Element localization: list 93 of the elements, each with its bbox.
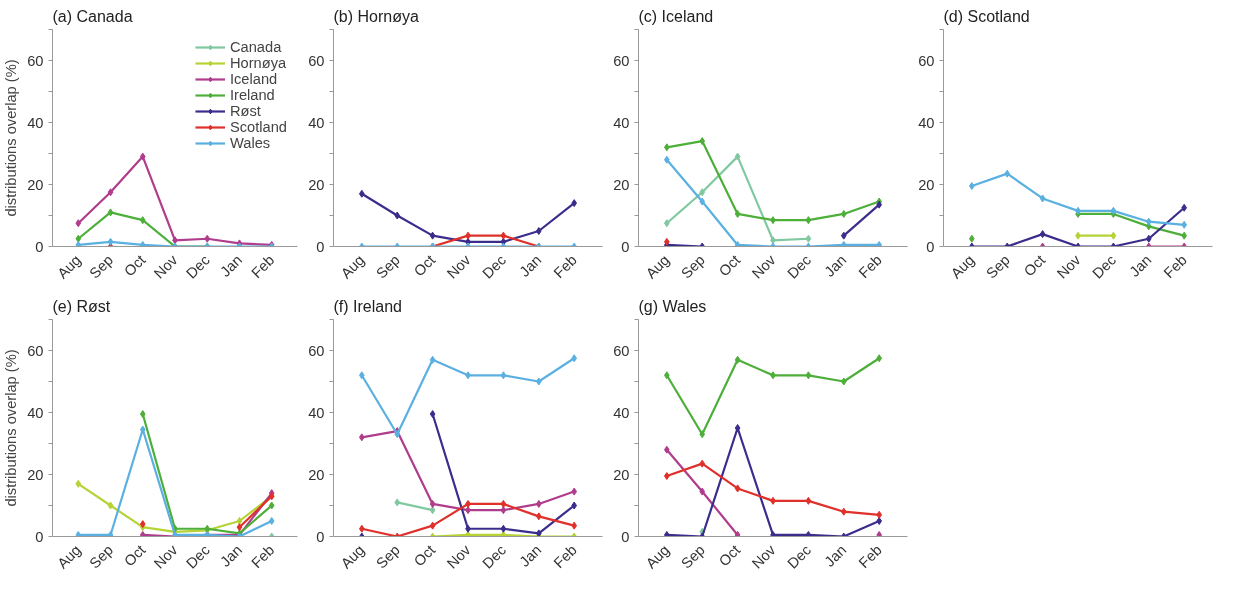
- legend-label: Hornøya: [229, 55, 287, 71]
- y-axis-title: distributions overlap (%): [3, 59, 20, 217]
- y-tick-label: 20: [27, 466, 44, 483]
- y-tick-label: 20: [27, 176, 44, 193]
- x-tick-label: Feb: [550, 251, 580, 282]
- chart-title: (d) Scotland: [943, 7, 1030, 25]
- y-tick-label: 20: [308, 176, 325, 193]
- chart-title: (b) Hornøya: [333, 7, 419, 25]
- x-tick-label: Sep: [678, 251, 708, 282]
- x-tick-label: Jan: [1126, 251, 1155, 280]
- x-tick-label: Sep: [983, 251, 1013, 282]
- x-tick-label: Nov: [443, 541, 475, 572]
- y-tick-label: 60: [918, 52, 935, 69]
- y-tick-label: 0: [621, 528, 630, 545]
- x-tick-label: Aug: [642, 251, 673, 282]
- x-tick-label: Nov: [443, 251, 475, 282]
- y-tick-label: 60: [613, 342, 630, 359]
- x-tick-label: Aug: [642, 541, 673, 572]
- chart-title: (e) Røst: [52, 297, 111, 315]
- x-tick-label: Aug: [337, 541, 368, 572]
- x-tick-label: Aug: [54, 541, 84, 572]
- y-tick-label: 20: [613, 176, 630, 193]
- x-tick-label: Oct: [410, 541, 439, 570]
- x-tick-label: Nov: [1053, 251, 1085, 282]
- x-tick-label: Nov: [150, 541, 182, 572]
- x-tick-label: Dec: [1089, 251, 1120, 282]
- y-tick-label: 0: [926, 238, 935, 255]
- x-tick-label: Sep: [373, 541, 403, 572]
- x-tick-label: Dec: [479, 541, 510, 572]
- x-tick-label: Dec: [479, 251, 510, 282]
- legend-label: Røst: [229, 103, 261, 119]
- y-tick-label: 40: [27, 114, 44, 131]
- y-tick-label: 60: [308, 342, 325, 359]
- x-tick-label: Dec: [183, 251, 213, 282]
- legend-label: Iceland: [229, 71, 278, 87]
- y-tick-label: 40: [308, 404, 325, 421]
- x-tick-label: Oct: [715, 541, 744, 570]
- x-tick-label: Dec: [183, 541, 213, 572]
- y-tick-label: 0: [316, 528, 325, 545]
- y-tick-label: 60: [27, 52, 44, 69]
- x-tick-label: Oct: [120, 541, 149, 570]
- x-tick-label: Feb: [248, 251, 278, 282]
- x-tick-label: Feb: [855, 541, 885, 572]
- x-tick-label: Jan: [217, 541, 246, 570]
- x-tick-label: Feb: [1160, 251, 1190, 282]
- y-tick-label: 20: [918, 176, 935, 193]
- x-tick-label: Oct: [410, 251, 439, 280]
- y-tick-label: 40: [308, 114, 325, 131]
- y-tick-label: 0: [35, 528, 44, 545]
- x-tick-label: Sep: [86, 251, 117, 282]
- y-tick-label: 20: [613, 466, 630, 483]
- y-tick-label: 60: [613, 52, 630, 69]
- chart-title: (a) Canada: [52, 7, 133, 25]
- y-axis-title: distributions overlap (%): [3, 349, 20, 507]
- chart-title: (f) Ireland: [333, 297, 402, 315]
- y-tick-label: 40: [27, 404, 44, 421]
- x-tick-label: Jan: [516, 251, 545, 280]
- x-tick-label: Dec: [784, 251, 815, 282]
- x-tick-label: Aug: [337, 251, 368, 282]
- x-tick-label: Oct: [120, 251, 149, 280]
- y-tick-label: 40: [613, 114, 630, 131]
- x-tick-label: Nov: [150, 251, 182, 282]
- x-tick-label: Jan: [821, 541, 850, 570]
- y-tick-label: 0: [35, 238, 44, 255]
- y-tick-label: 0: [316, 238, 325, 255]
- x-tick-label: Feb: [248, 541, 278, 572]
- chart-title: (g) Wales: [638, 297, 707, 315]
- y-tick-label: 60: [308, 52, 325, 69]
- x-tick-label: Jan: [217, 251, 246, 280]
- x-tick-label: Aug: [947, 251, 978, 282]
- x-tick-label: Feb: [550, 541, 580, 572]
- x-tick-label: Sep: [678, 541, 708, 572]
- x-tick-label: Oct: [715, 251, 744, 280]
- legend-label: Ireland: [229, 87, 275, 103]
- x-tick-label: Jan: [516, 541, 545, 570]
- x-tick-label: Sep: [373, 251, 403, 282]
- legend-label: Canada: [229, 39, 282, 55]
- x-tick-label: Feb: [855, 251, 885, 282]
- x-tick-label: Aug: [54, 251, 84, 282]
- x-tick-label: Oct: [1020, 251, 1049, 280]
- legend-label: Scotland: [229, 119, 287, 135]
- x-tick-label: Jan: [821, 251, 850, 280]
- y-tick-label: 20: [308, 466, 325, 483]
- y-tick-label: 60: [27, 342, 44, 359]
- x-tick-label: Nov: [748, 541, 780, 572]
- x-tick-label: Sep: [86, 541, 117, 572]
- legend-label: Wales: [229, 135, 271, 151]
- x-tick-label: Dec: [784, 541, 815, 572]
- y-tick-label: 40: [918, 114, 935, 131]
- x-tick-label: Nov: [748, 251, 780, 282]
- y-tick-label: 0: [621, 238, 630, 255]
- y-tick-label: 40: [613, 404, 630, 421]
- chart-title: (c) Iceland: [638, 7, 714, 25]
